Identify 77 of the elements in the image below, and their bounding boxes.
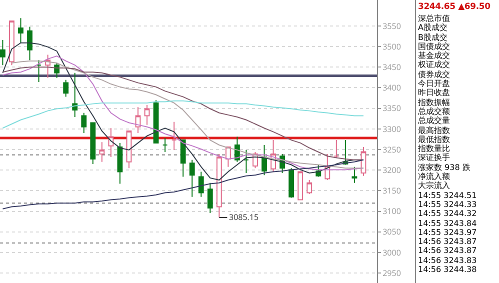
text: 14:56 3243.87 [417,246,478,256]
text: 今日开盘 [417,79,451,88]
candlestick [189,159,195,198]
candlestick [63,79,69,98]
candlestick [262,144,267,176]
candlestick [81,112,87,134]
candlestick [0,39,6,66]
y-tick-label: 3150 [382,186,402,197]
text: 深证换手 [417,153,451,163]
text: 净流入额 [417,172,451,182]
text: A股成交 [417,23,448,33]
candlestick [72,72,78,118]
candlestick [198,171,204,198]
candlestick [306,180,312,195]
candlestick [162,138,168,152]
text: 14:56 3243.87 [417,237,478,246]
text: 最高指数 [417,126,451,135]
y-tick-label: 3350 [382,103,402,114]
candlestick [36,60,42,82]
candlestick [298,171,304,200]
y-tick-label: 3250 [382,144,402,156]
y-tick-label: 3450 [382,62,402,73]
y-tick-label: 3500 [382,41,402,52]
candlestick [334,140,340,158]
text: 最低指数 [417,134,451,144]
candlestick [180,140,186,178]
text: 涨家数 938 跌 [417,162,472,172]
annotation: 3085.15 [229,212,259,223]
y-tick-label: 3000 [382,247,402,258]
candlestick [54,62,60,78]
candlestick [108,128,114,158]
y-tick-label: 3200 [382,164,402,176]
y-tick-label: 3050 [382,226,402,238]
line-series [2,66,364,160]
candlestick [360,146,366,176]
text: 指数量比 [417,144,451,154]
y-tick-label: 3400 [382,82,402,94]
text: 昨日收盘 [417,88,451,98]
line-series [2,100,364,129]
candlestick [244,149,249,174]
candlestick [27,26,32,61]
candlestick [135,106,141,134]
candlestick [352,166,358,184]
text: 大宗流入 [417,181,451,191]
candlestick [9,20,14,66]
text: 权证成交 [417,60,451,70]
text: 指数振幅 [417,98,451,107]
text: 14:55 3243.97 [417,228,478,238]
text: 深总市值 [417,14,451,24]
y-tick-label: 3100 [382,206,402,218]
text: 14:55 3243.84 [417,218,478,228]
text: 14:55 3244.32 [417,209,478,219]
line-series [2,159,364,210]
candlestick [126,130,132,169]
text: 14:56 3243.83 [417,256,478,266]
text: 债券成交 [417,70,451,80]
text: 基金成交 [417,51,451,60]
text: 3244.65 ▲69.50 [417,1,492,14]
y-tick-label: 3550 [382,20,402,32]
text: 总成交量 [417,116,451,126]
candlestick [144,104,150,126]
candlestick [99,142,105,162]
candlestick [18,18,24,44]
candlestick [216,154,222,218]
text: 14:55 3244.33 [417,200,478,210]
text: 14:56 3244.38 [417,265,478,274]
candlestick [117,142,123,184]
text: B股成交 [417,32,448,42]
text: 总成交额 [417,106,451,116]
candlestick [207,182,213,214]
y-tick-label: 3300 [382,124,402,135]
text: 14:55 3244.51 [417,190,478,200]
y-tick-label: 2950 [382,268,402,279]
candlestick [288,168,294,198]
candlestick [90,122,96,164]
candlestick [171,121,177,150]
text: 国债成交 [417,42,451,51]
